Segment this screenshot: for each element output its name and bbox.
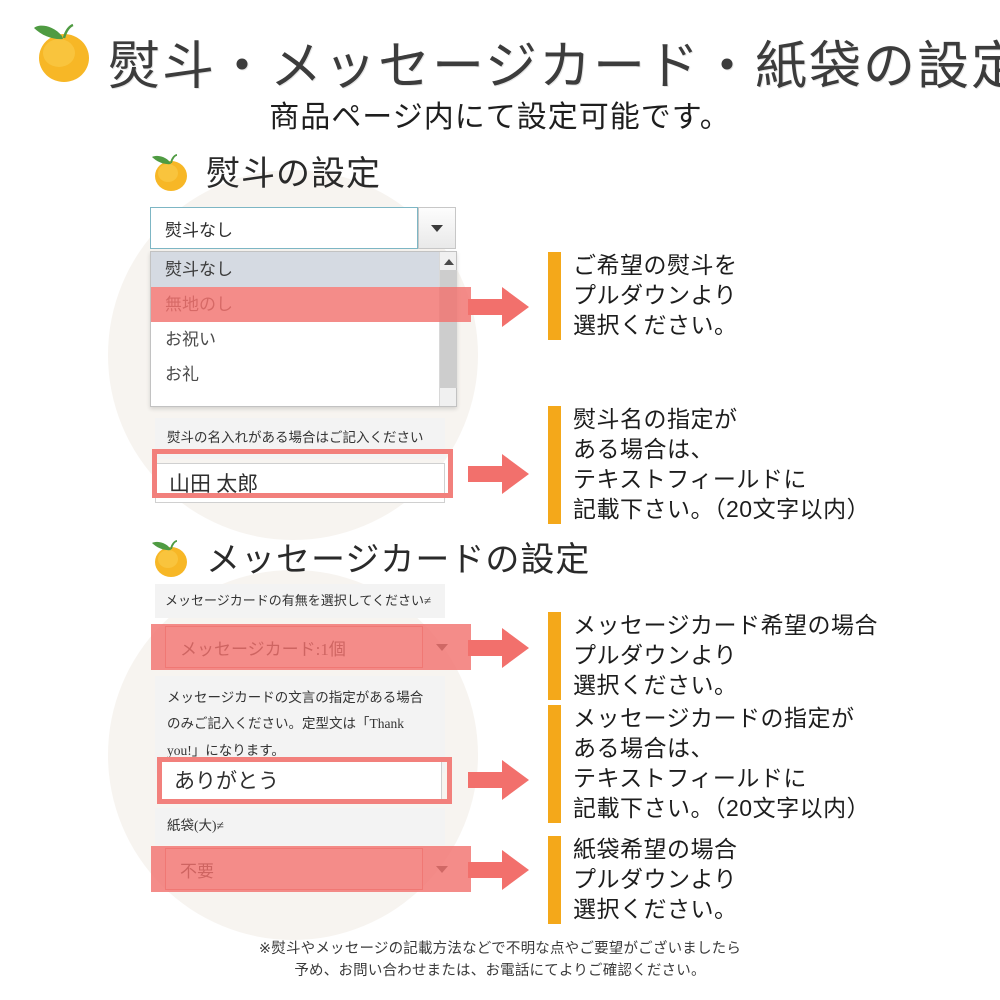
dropdown-option[interactable]: お祝い	[165, 330, 216, 349]
dropdown-filler	[151, 392, 456, 406]
annotation-line: テキストフィールドに	[573, 466, 807, 492]
page-subtitle: 商品ページ内にて設定可能です。	[269, 101, 731, 134]
accent-bar	[548, 406, 561, 524]
arrow-right-icon	[468, 850, 529, 890]
orange-fruit-icon	[152, 153, 187, 191]
noshi-select-group: 熨斗なし 熨斗なし 無地のし お祝い お礼	[150, 207, 457, 407]
arrow-right-icon	[468, 287, 529, 327]
annotation-line: 記載下さい。（20文字以内）	[573, 495, 871, 522]
annotation-line: プルダウンより	[573, 642, 738, 669]
noshi-name-input[interactable]: 山田 太郎	[155, 462, 445, 503]
arrow-right-icon	[468, 760, 529, 800]
message-card-select-group: メッセージカード:1個	[165, 626, 448, 668]
message-card-note: メッセージカードの文言の指定がある場合のみご記入ください。定型文は「Thank …	[155, 676, 445, 773]
accent-bar	[548, 252, 561, 340]
annotation-line: 選択ください。	[573, 671, 738, 698]
page-header: 熨斗・メッセージカード・紙袋の設定方法 商品ページ内にて設定可能です。	[0, 0, 1000, 140]
annotation-line: ある場合は、	[573, 436, 714, 463]
dropdown-option[interactable]: お礼	[165, 365, 199, 384]
paper-bag-select[interactable]: 不要	[165, 848, 448, 890]
chevron-down-icon	[436, 865, 448, 873]
chevron-down-icon	[431, 224, 443, 232]
annotation-noshi-name: 熨斗名の指定が ある場合は、 テキストフィールドに 記載下さい。（20文字以内）	[548, 406, 870, 524]
annotation-line: 選択ください。	[573, 311, 738, 338]
annotation-line: ある場合は、	[573, 735, 714, 762]
dropdown-option[interactable]: 無地のし	[165, 295, 233, 314]
scrollbar-thumb[interactable]	[440, 270, 457, 388]
footer-line: 予め、お問い合わせまたは、お電話にてよりご確認ください。	[294, 963, 706, 980]
message-card-text-input[interactable]: ありがとう	[160, 760, 442, 800]
annotation-message-card-text: メッセージカードの指定が ある場合は、 テキストフィールドに 記載下さい。（20…	[548, 705, 870, 823]
message-card-text-group: ありがとう	[160, 760, 442, 800]
section-heading-message-card: メッセージカードの設定	[148, 532, 590, 581]
paper-bag-select-toggle[interactable]	[423, 848, 461, 890]
section-heading-noshi: 熨斗の設定	[148, 146, 381, 195]
accent-bar	[548, 705, 561, 823]
message-card-instruction: メッセージカードの有無を選択してください≠	[155, 584, 445, 619]
noshi-name-label: 熨斗の名入れがある場合はご記入ください	[155, 418, 445, 459]
accent-bar	[548, 836, 561, 924]
footer-line: ※熨斗やメッセージの記載方法などで不明な点やご要望がございましたら	[258, 941, 742, 957]
message-card-note-wrap: メッセージカードの文言の指定がある場合のみご記入ください。定型文は「Thank …	[155, 676, 445, 773]
noshi-select-toggle[interactable]	[418, 207, 456, 249]
orange-fruit-icon	[34, 23, 89, 82]
dropdown-option[interactable]: 熨斗なし	[151, 252, 456, 287]
section-heading-label: メッセージカードの設定	[206, 541, 591, 579]
annotation-message-card-select: メッセージカード希望の場合 プルダウンより 選択ください。	[548, 612, 878, 700]
dropdown-scrollbar[interactable]	[439, 252, 457, 406]
annotation-line: 熨斗名の指定が	[573, 406, 738, 433]
annotation-line: 記載下さい。（20文字以内）	[573, 794, 871, 821]
annotation-noshi-select: ご希望の熨斗を プルダウンより 選択ください。	[548, 252, 738, 340]
message-card-instruction-wrap: メッセージカードの有無を選択してください≠	[155, 584, 445, 619]
arrow-right-icon	[468, 628, 529, 668]
annotation-line: 選択ください。	[573, 895, 738, 922]
message-card-select-toggle[interactable]	[423, 626, 461, 668]
section-heading-label: 熨斗の設定	[206, 155, 381, 193]
footer-note: ※熨斗やメッセージの記載方法などで不明な点やご要望がございましたら 予め、お問い…	[0, 938, 1000, 983]
paper-bag-label: 紙袋(大)≠	[155, 808, 445, 845]
annotation-line: テキストフィールドに	[573, 765, 807, 791]
paper-bag-select-value: 不要	[180, 861, 214, 881]
accent-bar	[548, 612, 561, 700]
annotation-line: ご希望の熨斗を	[573, 252, 738, 279]
annotation-line: プルダウンより	[573, 866, 738, 893]
message-card-select-value: メッセージカード:1個	[180, 639, 346, 659]
paper-bag-select-group: 不要	[165, 848, 448, 890]
noshi-select-value: 熨斗なし	[165, 220, 233, 240]
noshi-select[interactable]: 熨斗なし	[150, 207, 456, 249]
chevron-down-icon	[436, 643, 448, 651]
annotation-line: メッセージカード希望の場合	[573, 612, 879, 639]
message-card-select[interactable]: メッセージカード:1個	[165, 626, 448, 668]
noshi-name-group: 熨斗の名入れがある場合はご記入ください 山田 太郎	[155, 418, 445, 503]
orange-fruit-icon	[152, 539, 187, 577]
paper-bag-label-wrap: 紙袋(大)≠	[155, 808, 445, 845]
chevron-up-icon[interactable]	[440, 252, 457, 269]
noshi-dropdown-list[interactable]: 熨斗なし 無地のし お祝い お礼	[150, 251, 457, 407]
annotation-paper-bag: 紙袋希望の場合 プルダウンより 選択ください。	[548, 836, 738, 924]
annotation-line: メッセージカードの指定が	[573, 705, 855, 732]
arrow-right-icon	[468, 454, 529, 494]
page-title: 熨斗・メッセージカード・紙袋の設定方法	[108, 39, 1000, 96]
annotation-line: プルダウンより	[573, 282, 738, 309]
annotation-line: 紙袋希望の場合	[573, 836, 738, 863]
